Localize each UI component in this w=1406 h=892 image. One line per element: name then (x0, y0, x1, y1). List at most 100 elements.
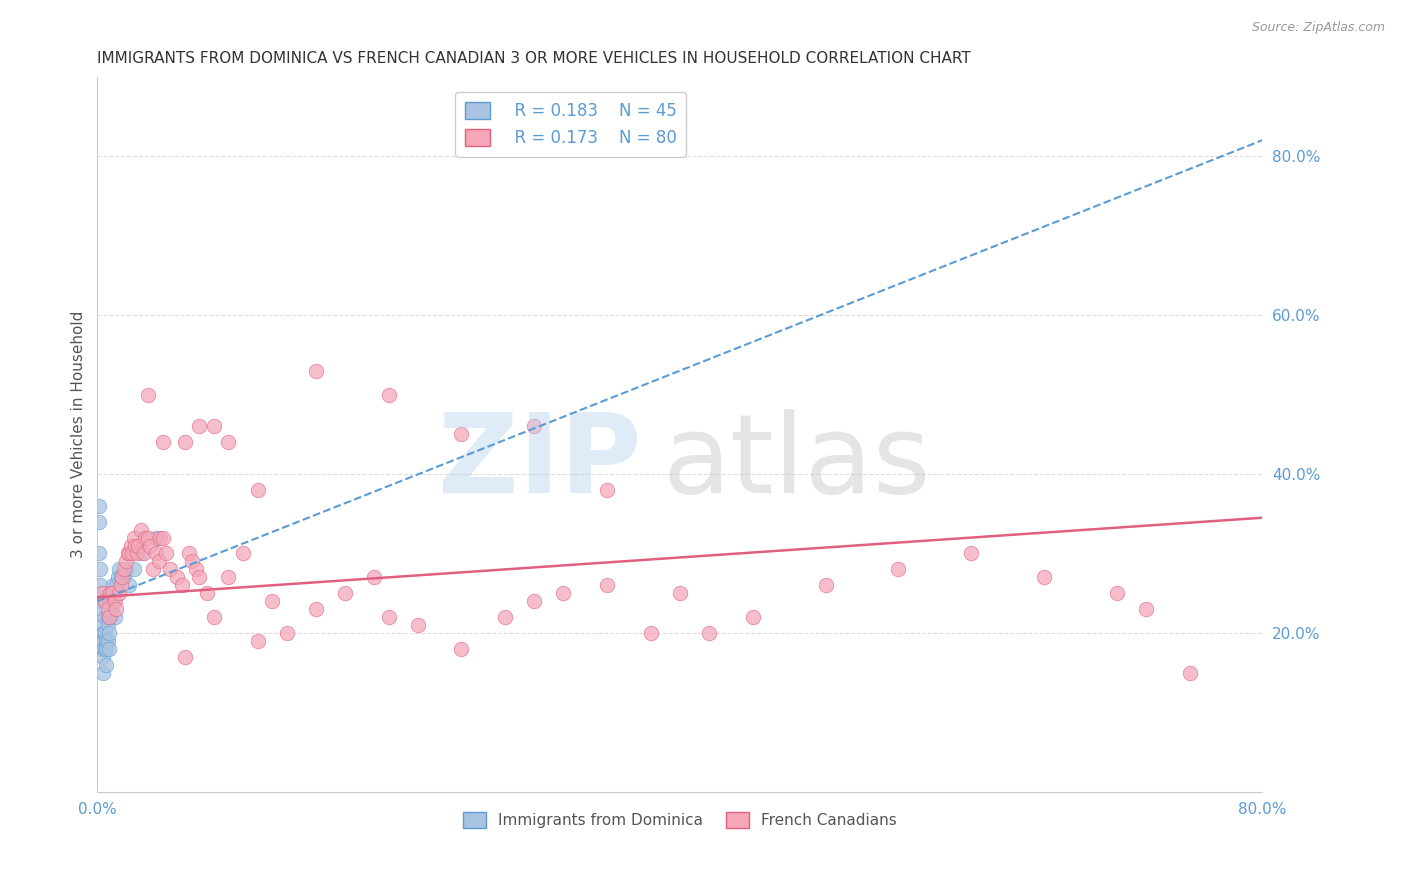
Point (145, 531, 167, 545)
Point (108, 562, 131, 576)
Point (596, 483, 619, 497)
Text: ZIP: ZIP (439, 409, 641, 516)
Point (1033, 570, 1056, 584)
Point (118, 578, 141, 592)
Point (112, 562, 135, 576)
Y-axis label: 3 or more Vehicles in Household: 3 or more Vehicles in Household (72, 310, 86, 558)
Point (305, 602, 328, 616)
Point (112, 570, 135, 584)
Point (377, 387, 399, 401)
Point (105, 602, 128, 616)
Point (377, 610, 399, 624)
Point (186, 562, 208, 576)
Point (523, 419, 546, 434)
Point (104, 594, 127, 608)
Point (87, 515, 110, 529)
Point (363, 570, 385, 584)
Point (90, 634, 112, 648)
Point (115, 562, 138, 576)
Point (96, 634, 118, 648)
Point (152, 531, 174, 545)
Point (217, 435, 239, 450)
Point (98, 610, 121, 624)
Point (129, 547, 152, 561)
Point (104, 610, 127, 624)
Point (93, 626, 115, 640)
Point (134, 531, 156, 545)
Point (101, 586, 124, 600)
Point (117, 547, 139, 561)
Point (91, 649, 114, 664)
Point (121, 547, 143, 561)
Point (93, 641, 115, 656)
Point (177, 547, 200, 561)
Point (90, 586, 112, 600)
Point (87, 547, 110, 561)
Point (960, 547, 983, 561)
Point (90, 618, 112, 632)
Point (91, 634, 114, 648)
Point (1178, 665, 1201, 680)
Point (136, 531, 159, 545)
Text: IMMIGRANTS FROM DOMINICA VS FRENCH CANADIAN 3 OR MORE VEHICLES IN HOUSEHOLD CORR: IMMIGRANTS FROM DOMINICA VS FRENCH CANAD… (97, 51, 972, 66)
Point (89, 594, 111, 608)
Point (173, 649, 195, 664)
Point (93, 594, 115, 608)
Point (111, 570, 134, 584)
Point (523, 594, 546, 608)
Point (107, 570, 129, 584)
Point (145, 547, 167, 561)
Point (155, 547, 177, 561)
Point (640, 626, 662, 640)
Point (276, 626, 298, 640)
Point (170, 578, 193, 592)
Point (232, 547, 254, 561)
Point (127, 539, 149, 553)
Point (96, 602, 118, 616)
Point (91, 665, 114, 680)
Point (118, 547, 141, 561)
Point (136, 387, 159, 401)
Point (139, 539, 162, 553)
Point (98, 641, 121, 656)
Point (553, 586, 575, 600)
Point (166, 570, 188, 584)
Point (122, 531, 145, 545)
Point (101, 586, 124, 600)
Point (669, 586, 692, 600)
Point (89, 578, 111, 592)
Point (246, 634, 269, 648)
Point (108, 586, 131, 600)
Text: atlas: atlas (662, 409, 931, 516)
Point (100, 586, 122, 600)
Point (103, 594, 125, 608)
Point (262, 594, 284, 608)
Point (94, 634, 117, 648)
Point (333, 586, 356, 600)
Point (494, 610, 516, 624)
Point (104, 586, 127, 600)
Point (89, 562, 111, 576)
Point (450, 427, 472, 442)
Point (173, 435, 195, 450)
Point (94, 657, 117, 672)
Point (450, 641, 472, 656)
Point (103, 578, 125, 592)
Point (122, 562, 145, 576)
Point (94, 641, 117, 656)
Point (188, 419, 211, 434)
Point (188, 570, 211, 584)
Point (91, 626, 114, 640)
Point (90, 602, 112, 616)
Point (148, 554, 170, 568)
Point (87, 499, 110, 513)
Point (101, 602, 124, 616)
Point (125, 547, 148, 561)
Point (96, 610, 118, 624)
Point (305, 364, 328, 378)
Point (98, 626, 121, 640)
Point (217, 570, 239, 584)
Point (124, 539, 146, 553)
Point (1135, 602, 1157, 616)
Point (129, 523, 152, 537)
